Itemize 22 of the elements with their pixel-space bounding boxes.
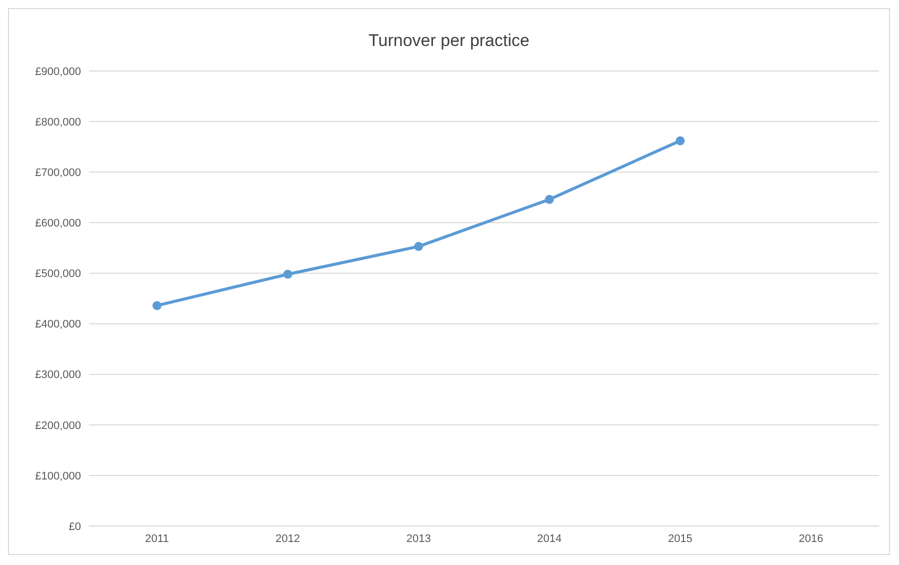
y-tick-label: £800,000 xyxy=(35,116,81,128)
point xyxy=(676,136,685,146)
point xyxy=(414,242,424,251)
point xyxy=(544,194,554,204)
y-tick-label: £200,000 xyxy=(35,420,81,432)
y-tick-label: £400,000 xyxy=(35,318,81,331)
point xyxy=(152,301,162,310)
y-tick-label: £100,000 xyxy=(35,470,81,482)
y-tick-label: £600,000 xyxy=(35,218,81,230)
y-tick-label: £0 xyxy=(68,520,81,533)
y-tick-label: £700,000 xyxy=(35,167,81,180)
y-tick-label: £500,000 xyxy=(35,268,81,280)
x-tick-label: 2012 xyxy=(276,532,300,545)
x-tick-label: 2013 xyxy=(406,532,431,545)
x-tick-label: 2014 xyxy=(537,532,562,545)
x-tick-label: 2015 xyxy=(668,532,692,545)
chart-title: Turnover per practice xyxy=(368,30,530,52)
y-tick-label: £300,000 xyxy=(35,369,81,382)
x-tick-label: 2011 xyxy=(145,532,169,545)
x-tick-label: 2016 xyxy=(798,532,824,545)
y-tick-label: £900,000 xyxy=(35,66,81,78)
point xyxy=(283,270,292,279)
